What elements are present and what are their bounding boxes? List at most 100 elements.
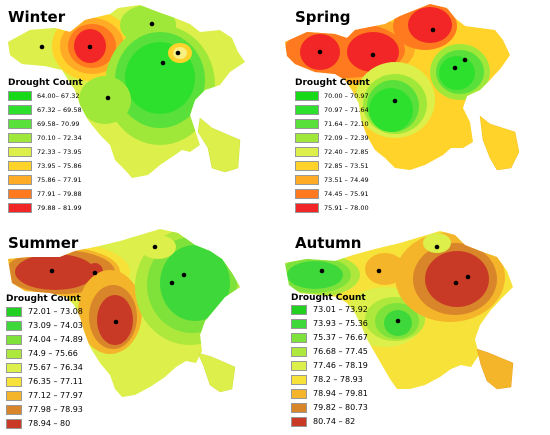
spring-station-marker	[392, 98, 398, 104]
legend-swatch	[291, 403, 307, 413]
legend-label: 77.46 – 78.19	[313, 361, 368, 370]
summer-station-marker	[92, 270, 98, 276]
legend-label: 72.33 – 73.95	[37, 148, 82, 156]
legend-label: 64.00– 67.32	[37, 92, 80, 100]
legend-swatch	[6, 349, 22, 359]
legend-swatch	[291, 389, 307, 399]
autumn-station-marker	[395, 318, 401, 324]
summer-station-marker	[169, 280, 175, 286]
legend-label: 67.32 – 69.58	[37, 106, 82, 114]
legend-swatch	[6, 391, 22, 401]
summer-station-marker	[113, 319, 119, 325]
legend-swatch	[8, 203, 32, 213]
legend-swatch	[291, 333, 307, 343]
legend-label: 73.01 – 73.92	[313, 305, 368, 314]
legend-swatch	[295, 189, 319, 199]
legend-swatch	[291, 347, 307, 357]
winter-legend-title: Drought Count	[8, 78, 83, 88]
winter-panel: Winter	[0, 0, 275, 217]
legend-swatch	[291, 319, 307, 329]
legend-label: 71.64 – 72.10	[324, 120, 369, 128]
legend-swatch	[8, 91, 32, 101]
legend-swatch	[6, 405, 22, 415]
legend-label: 80.74 – 82	[313, 417, 356, 426]
legend-label: 76.35 – 77.11	[28, 377, 83, 386]
legend-label: 79.88 – 81.99	[37, 204, 82, 212]
legend-label: 74.45 – 75.91	[324, 190, 369, 198]
autumn-station-marker	[465, 274, 471, 280]
legend-label: 73.09 – 74.03	[28, 321, 83, 330]
autumn-map-surface	[285, 231, 513, 389]
legend-swatch	[8, 147, 32, 157]
autumn-legend-title: Drought Count	[291, 293, 366, 303]
summer-panel: Summer	[0, 217, 275, 435]
legend-label: 70.97 – 71.64	[324, 106, 369, 114]
summer-title: Summer	[8, 234, 79, 252]
winter-station-marker	[175, 50, 181, 56]
legend-swatch	[295, 133, 319, 143]
legend-label: 75.37 – 76.67	[313, 333, 368, 342]
legend-label: 72.01 – 73.08	[28, 307, 83, 316]
legend-label: 77.91 – 79.88	[37, 190, 82, 198]
legend-swatch	[6, 307, 22, 317]
legend-swatch	[291, 375, 307, 385]
summer-island-region	[197, 352, 236, 393]
legend-label: 76.68 – 77.45	[313, 347, 368, 356]
autumn-panel: Autumn	[275, 217, 550, 435]
summer-station-marker	[152, 244, 158, 250]
spring-legend-title: Drought Count	[295, 78, 370, 88]
legend-label: 70.00 – 70.97	[324, 92, 369, 100]
legend-swatch	[295, 203, 319, 213]
autumn-station-marker	[319, 268, 325, 274]
winter-station-marker	[105, 95, 111, 101]
legend-label: 75.86 – 77.91	[37, 176, 82, 184]
legend-swatch	[6, 321, 22, 331]
legend-swatch	[8, 105, 32, 115]
legend-swatch	[295, 119, 319, 129]
spring-map	[285, 4, 520, 171]
legend-label: 72.85 – 73.51	[324, 162, 369, 170]
spring-station-marker	[452, 65, 458, 71]
legend-label: 69.58– 70.99	[37, 120, 80, 128]
legend-label: 72.40 – 72.85	[324, 148, 369, 156]
legend-swatch	[295, 175, 319, 185]
legend-swatch	[295, 147, 319, 157]
spring-island-region	[479, 115, 520, 171]
spring-station-marker	[462, 57, 468, 63]
winter-station-marker	[39, 44, 45, 50]
spring-title: Spring	[295, 8, 351, 26]
autumn-station-marker	[376, 268, 382, 274]
summer-station-marker	[49, 268, 55, 274]
spring-station-marker	[370, 52, 376, 58]
autumn-station-marker	[434, 244, 440, 250]
autumn-title: Autumn	[295, 234, 362, 252]
summer-map	[8, 229, 240, 397]
legend-swatch	[6, 377, 22, 387]
legend-label: 73.51 – 74.49	[324, 176, 369, 184]
legend-swatch	[8, 175, 32, 185]
legend-swatch	[8, 189, 32, 199]
spring-station-marker	[317, 49, 323, 55]
legend-label: 74.9 – 75.66	[28, 349, 78, 358]
legend-label: 75.91 – 78.00	[324, 204, 369, 212]
legend-label: 79.82 – 80.73	[313, 403, 368, 412]
legend-swatch	[295, 161, 319, 171]
legend-label: 78.94 – 80	[28, 419, 71, 428]
legend-swatch	[8, 119, 32, 129]
legend-label: 74.04 – 74.89	[28, 335, 83, 344]
legend-swatch	[291, 361, 307, 371]
winter-island-region	[197, 117, 241, 173]
autumn-map	[285, 231, 514, 390]
autumn-island-region	[476, 348, 514, 390]
summer-station-marker	[181, 272, 187, 278]
legend-swatch	[295, 91, 319, 101]
spring-panel: Spring	[275, 0, 550, 217]
legend-swatch	[6, 419, 22, 429]
legend-label: 77.98 – 78.93	[28, 405, 83, 414]
winter-station-marker	[149, 21, 155, 27]
winter-map	[8, 5, 245, 178]
legend-label: 73.93 – 75.36	[313, 319, 368, 328]
legend-swatch	[6, 335, 22, 345]
legend-label: 75.67 – 76.34	[28, 363, 83, 372]
